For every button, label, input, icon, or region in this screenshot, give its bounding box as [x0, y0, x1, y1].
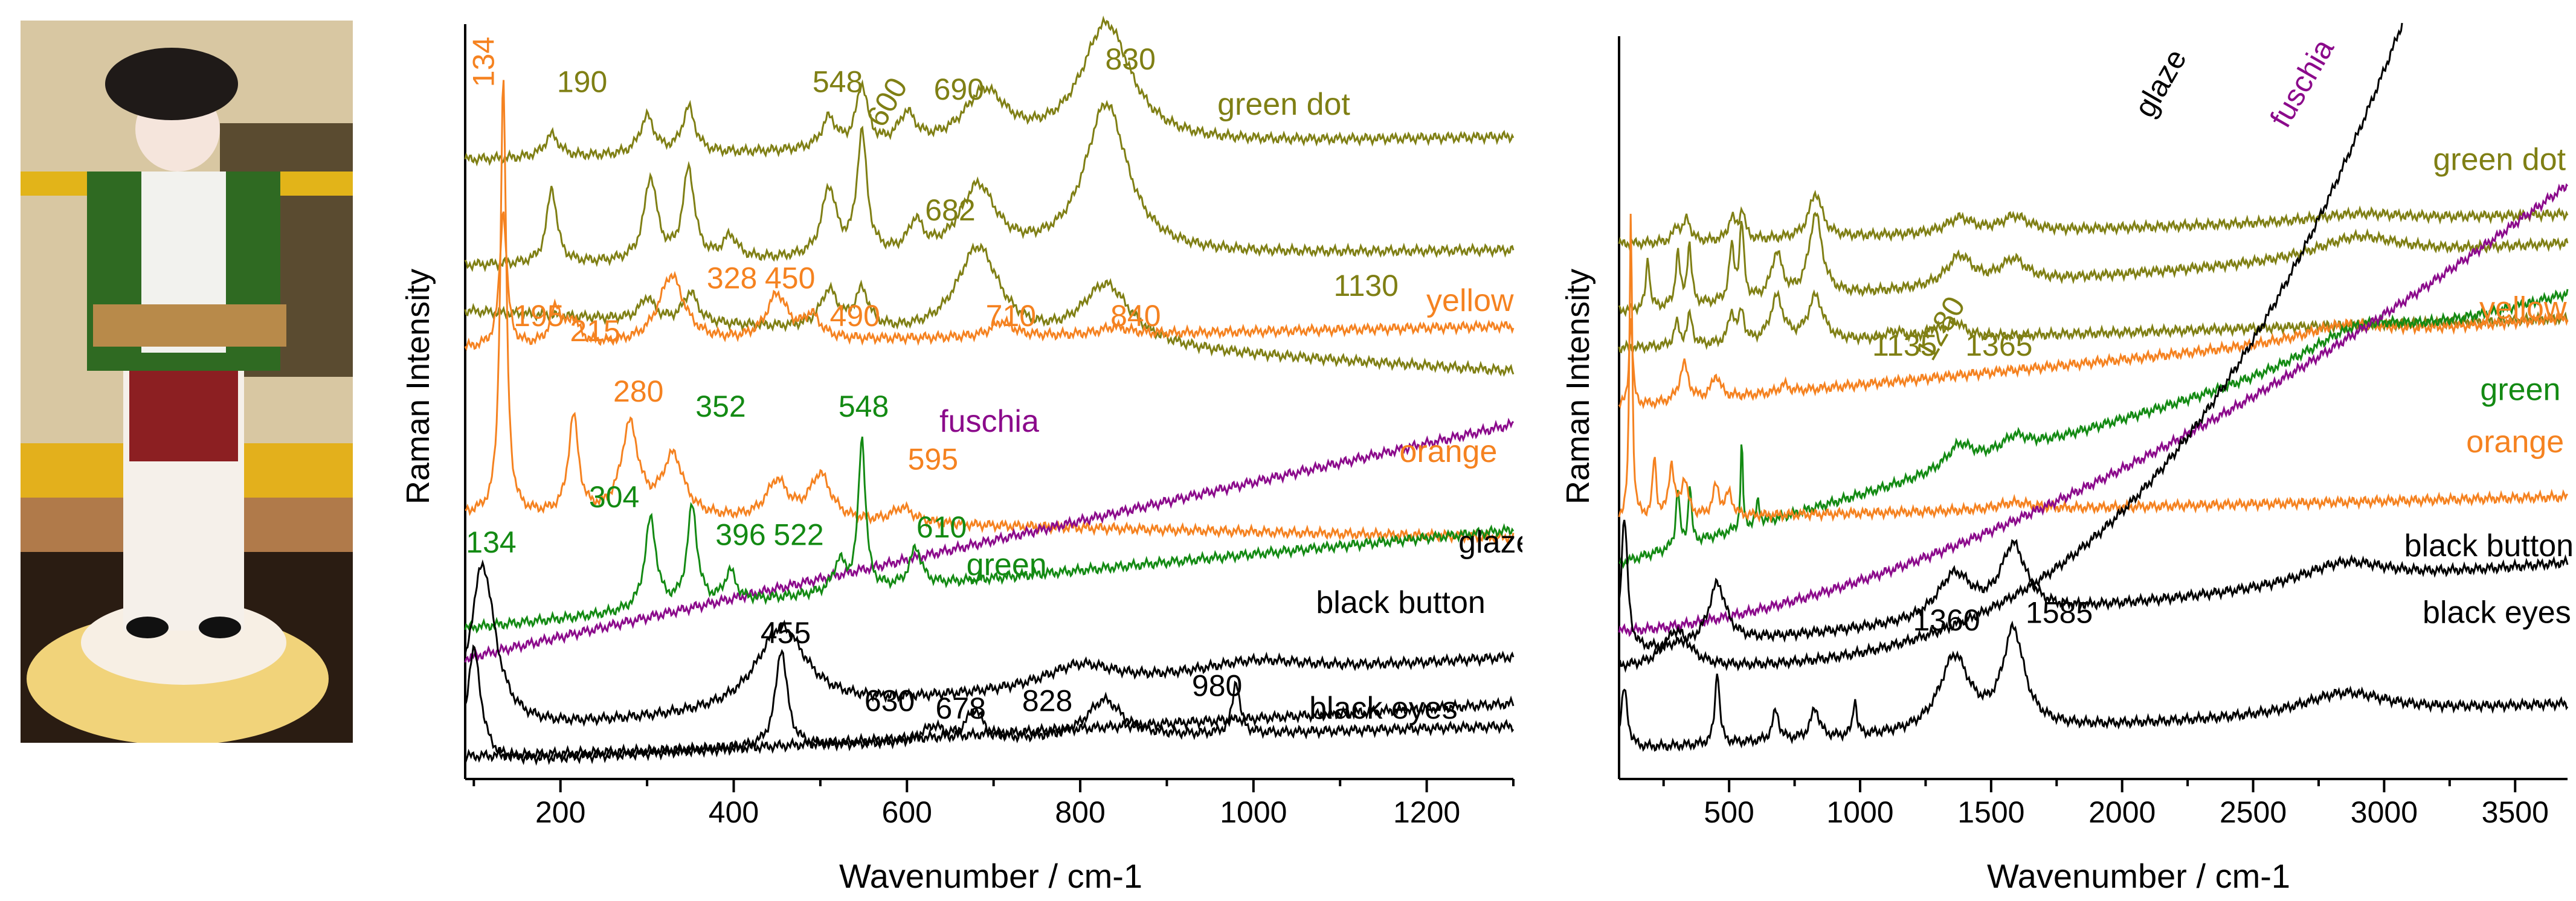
- spectrum-line-orange: [465, 80, 1515, 545]
- series-label: green dot: [1217, 87, 1350, 122]
- spectrum-line-green-dot: [464, 15, 1515, 167]
- x-tick-label: 1200: [1393, 795, 1460, 829]
- spectrum-line-black-button: [1618, 519, 2569, 652]
- series-label: green: [2480, 373, 2560, 408]
- series-label: green dot: [2433, 142, 2566, 177]
- spectrum-line-green-dot: [464, 242, 1515, 377]
- figurine-shoe-left: [126, 617, 169, 638]
- peak-label: 450: [765, 261, 815, 295]
- figurine-tray: [93, 304, 286, 347]
- peak-label: 352: [695, 390, 745, 423]
- peak-label: 630: [865, 684, 915, 718]
- peak-label: 840: [1110, 299, 1161, 333]
- spectrum-line-black-button: [464, 644, 1515, 766]
- plot-area: 200 400 600 800 1000 1200 green dot yellow fusch…: [464, 15, 1522, 829]
- spectrum-line-yellow: [464, 211, 1515, 351]
- spectrum-line-orange: [1618, 213, 2569, 524]
- plot-area: 500 1000 1500 2000 2500 3000 3500 green dot yell…: [1618, 22, 2574, 829]
- figurine-hat: [105, 48, 238, 120]
- spectrum-line-green-dot: [464, 100, 1515, 272]
- spectrum-line-glaze: [464, 559, 1515, 727]
- peak-label: 548: [839, 390, 889, 423]
- peak-label: 828: [1022, 684, 1072, 718]
- peak-label: 710: [986, 299, 1036, 333]
- spectrum-line-black-eyes: [1618, 620, 2569, 752]
- x-tick-label: 600: [882, 795, 932, 829]
- peak-label: 600: [860, 72, 914, 132]
- peak-label: 1130: [1333, 269, 1399, 303]
- raman-chart-low-range: 200 400 600 800 1000 1200 green dot yellow fusch…: [400, 15, 1522, 895]
- peak-label: 610: [916, 510, 967, 544]
- peak-label: 195: [514, 299, 564, 333]
- x-tick-label: 2500: [2220, 795, 2287, 829]
- peak-label: 1365: [1965, 329, 2032, 362]
- series-label: yellow: [2479, 290, 2567, 325]
- peak-label: 1585: [2026, 596, 2093, 630]
- x-tick-label: 3500: [2482, 795, 2549, 829]
- series-label: black button: [1316, 585, 1485, 620]
- y-axis-label: Raman Intensity: [1560, 269, 1596, 504]
- spectrum-line-green-dot: [1618, 190, 2569, 252]
- series-label: orange: [2466, 425, 2564, 460]
- series-label: black eyes: [1309, 691, 1458, 726]
- x-tick-label: 1000: [1220, 795, 1287, 829]
- peak-label: 490: [830, 299, 880, 333]
- peak-label: 134: [466, 37, 500, 87]
- series-label: green: [967, 548, 1047, 583]
- peak-label: 455: [761, 616, 811, 650]
- x-tick-label: 2000: [2088, 795, 2156, 829]
- peak-label: 682: [925, 193, 975, 227]
- x-axis-label: Wavenumber / cm-1: [1987, 857, 2290, 895]
- peak-label: 690: [934, 72, 984, 106]
- x-tick-label: 3000: [2351, 795, 2418, 829]
- peak-label: fuschia: [2263, 33, 2340, 133]
- figurine-photo: [21, 21, 353, 743]
- series-label: orange: [1399, 434, 1497, 469]
- series-label: yellow: [1426, 283, 1514, 318]
- series-label: black button: [2404, 528, 2574, 563]
- series-label: black eyes: [2423, 595, 2571, 630]
- peak-label: 304: [589, 480, 639, 514]
- spectrum-line-green: [464, 436, 1515, 634]
- peak-label: 595: [908, 443, 958, 476]
- peak-label: 280: [613, 374, 663, 408]
- series-label: fuschia: [939, 404, 1039, 439]
- spectrum-line-green-dot: [1618, 211, 2569, 318]
- spectrum-line-fuschia: [464, 417, 1515, 663]
- y-axis-label: Raman Intensity: [400, 269, 436, 504]
- x-tick-label: 1000: [1826, 795, 1893, 829]
- figurine-breeches: [129, 359, 238, 461]
- peak-label: 134: [466, 525, 516, 559]
- peak-label: 328: [707, 261, 757, 295]
- peak-label: 830: [1106, 42, 1156, 76]
- series-label: glaze: [1458, 525, 1522, 560]
- peak-label: 678: [935, 691, 985, 725]
- peak-label: 190: [557, 65, 607, 99]
- peak-label: 522: [773, 518, 823, 552]
- x-axis-label: Wavenumber / cm-1: [839, 857, 1142, 895]
- peak-label: 548: [813, 65, 863, 99]
- x-tick-label: 1500: [1957, 795, 2024, 829]
- peak-label: glaze: [2128, 43, 2193, 123]
- peak-label: 1360: [1913, 603, 1980, 637]
- raman-chart-full-range: 500 1000 1500 2000 2500 3000 3500 green dot yell…: [1560, 22, 2574, 895]
- spectrum-line-fuschia: [1618, 183, 2569, 638]
- peak-label: 1135: [1872, 329, 1937, 362]
- x-tick-label: 500: [1704, 795, 1754, 829]
- x-tick-label: 400: [709, 795, 759, 829]
- peak-label: 980: [1192, 669, 1242, 703]
- figurine-shoe-right: [199, 617, 241, 638]
- spectrum-line-glaze: [1619, 22, 2403, 673]
- x-tick-label: 800: [1055, 795, 1105, 829]
- peak-label: 396: [715, 518, 765, 552]
- x-tick-label: 200: [535, 795, 585, 829]
- spectrum-line-black-eyes: [464, 649, 1515, 763]
- spectrum-line-green: [1618, 289, 2569, 569]
- peak-label: 215: [570, 314, 620, 348]
